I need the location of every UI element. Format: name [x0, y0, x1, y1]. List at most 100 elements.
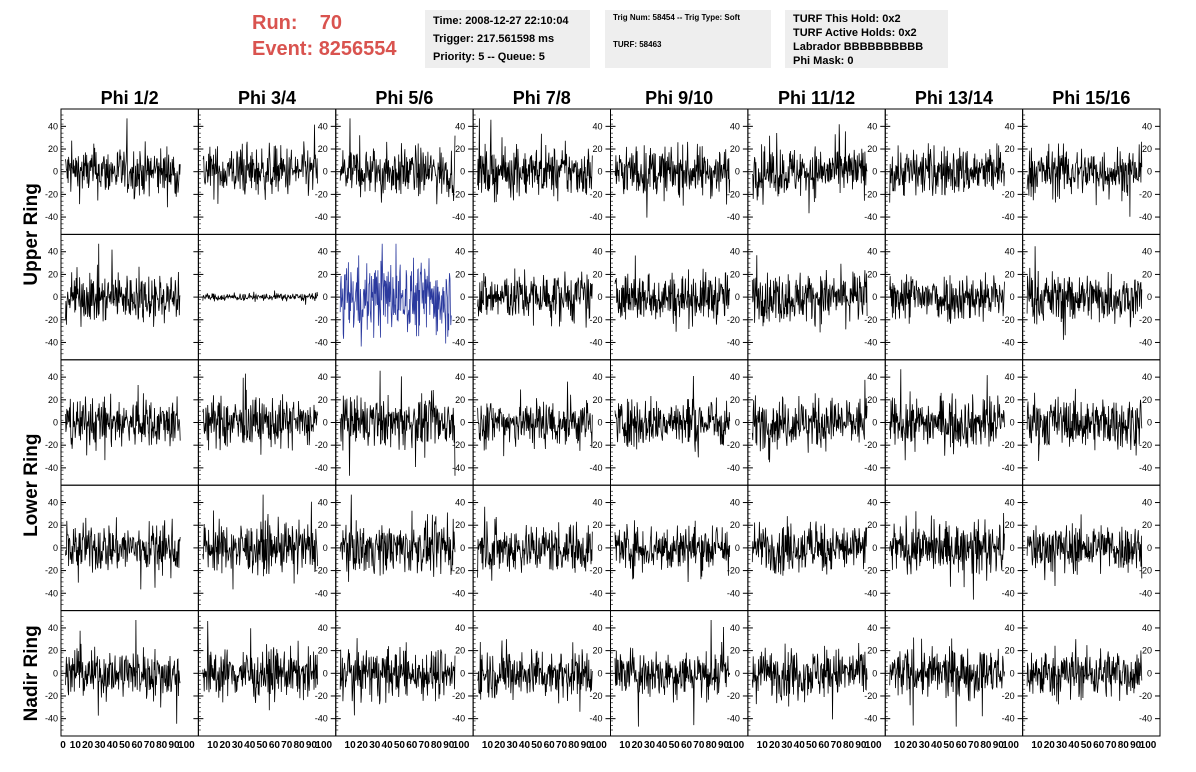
ytick-label: -20	[45, 691, 58, 701]
ytick-label: -20	[864, 691, 877, 701]
ytick-label: 20	[318, 144, 328, 154]
waveform-panel: -40 -20 0 20 40	[197, 484, 337, 612]
xtick-label: 50	[531, 740, 543, 751]
ytick-label: 20	[48, 646, 58, 656]
ytick-label: 0	[597, 292, 602, 302]
ytick-label: 0	[1010, 668, 1015, 678]
xtick-label: 80	[294, 740, 306, 751]
ytick-label: -40	[452, 588, 465, 598]
waveform-trace	[339, 118, 456, 205]
ytick-label: -40	[727, 588, 740, 598]
turf-hold-line: TURF This Hold: 0x2	[793, 13, 901, 25]
waveform-trace	[477, 381, 593, 457]
waveform-trace	[751, 516, 868, 576]
ytick-label: 20	[867, 395, 877, 405]
ytick-label: -20	[452, 189, 465, 199]
ytick-label: 0	[323, 292, 328, 302]
column-header: Phi 1/2	[101, 88, 159, 108]
waveform-trace	[339, 370, 456, 476]
ytick-label: 40	[867, 247, 877, 257]
xtick-label: 20	[1044, 740, 1056, 751]
xtick-label: 0	[60, 740, 66, 751]
waveform-panel: -40 -20 0 20 40	[747, 610, 886, 737]
ytick-label: 40	[318, 498, 328, 508]
ytick-label: 40	[730, 372, 740, 382]
xtick-label: 40	[794, 740, 806, 751]
ytick-label: 40	[455, 247, 465, 257]
waveform-panel: -40 -20 0 20 40	[884, 484, 1024, 612]
ytick-label: 20	[318, 520, 328, 530]
waveform-panel: -40 -20 0 20 40	[884, 233, 1024, 361]
waveform-trace	[477, 506, 593, 581]
xtick-label: 20	[906, 740, 918, 751]
column-header: Phi 15/16	[1052, 88, 1130, 108]
turf-active-line: TURF Active Holds: 0x2	[793, 27, 917, 39]
ytick-label: -40	[1139, 588, 1152, 598]
ytick-label: -20	[1139, 691, 1152, 701]
ytick-label: 0	[460, 292, 465, 302]
waveform-trace	[889, 511, 1005, 600]
waveform-panel: -40 -20 0 20 40	[45, 108, 199, 235]
waveform-panel: -40 -20 0 20 40	[610, 610, 749, 737]
ytick-label: 40	[592, 372, 602, 382]
ytick-label: -20	[315, 691, 328, 701]
ytick-label: 20	[867, 144, 877, 154]
ytick-label: -40	[1002, 337, 1015, 347]
ytick-label: 40	[48, 121, 58, 131]
ytick-label: 20	[730, 269, 740, 279]
ytick-label: -20	[45, 315, 58, 325]
ytick-label: -40	[727, 337, 740, 347]
ytick-label: -40	[864, 337, 877, 347]
ytick-label: 20	[455, 520, 465, 530]
ytick-label: -20	[45, 440, 58, 450]
waveform-trace	[65, 243, 181, 327]
ytick-label: -40	[315, 337, 328, 347]
ytick-label: -40	[589, 714, 602, 724]
ytick-label: 20	[1142, 520, 1152, 530]
waveform-trace	[65, 118, 181, 208]
ytick-label: 20	[730, 646, 740, 656]
ytick-label: 20	[730, 520, 740, 530]
xtick-label: 20	[494, 740, 506, 751]
ytick-label: -40	[1002, 463, 1015, 473]
xtick-label: 30	[232, 740, 244, 751]
ytick-label: 0	[53, 167, 58, 177]
xtick-label: 70	[693, 740, 705, 751]
ytick-label: 20	[318, 269, 328, 279]
ytick-label: -40	[1002, 212, 1015, 222]
ytick-label: -20	[1139, 566, 1152, 576]
ytick-label: 20	[455, 269, 465, 279]
ytick-label: 40	[318, 247, 328, 257]
waveform-trace	[1026, 388, 1143, 462]
xtick-label: 20	[219, 740, 231, 751]
waveform-panel: -40 -20 0 20 40	[1022, 359, 1161, 486]
ytick-label: 0	[735, 167, 740, 177]
ytick-label: -20	[452, 315, 465, 325]
ytick-label: 0	[460, 668, 465, 678]
waveform-trace	[65, 517, 181, 590]
xtick-label: 20	[82, 740, 94, 751]
ytick-label: -40	[1139, 337, 1152, 347]
ytick-label: 20	[455, 395, 465, 405]
waveform-trace	[614, 255, 731, 332]
ytick-label: -20	[45, 189, 58, 199]
xtick-label: 30	[919, 740, 931, 751]
xtick-label: 90	[443, 740, 455, 751]
ytick-label: 0	[735, 543, 740, 553]
ytick-label: -20	[589, 440, 602, 450]
ytick-label: 0	[872, 418, 877, 428]
xtick-label: 50	[1081, 740, 1093, 751]
xtick-label: 80	[843, 740, 855, 751]
ytick-label: 40	[592, 247, 602, 257]
waveform-panel: -40 -20 0 20 40	[45, 359, 199, 486]
waveform-trace	[1026, 246, 1143, 340]
ytick-label: 20	[592, 646, 602, 656]
ytick-label: 0	[53, 418, 58, 428]
ytick-label: -40	[315, 588, 328, 598]
ytick-label: -20	[727, 566, 740, 576]
ytick-label: -20	[1002, 566, 1015, 576]
waveform-panel: -40 -20 0 20 40	[884, 108, 1024, 235]
ytick-label: -40	[45, 714, 58, 724]
waveform-trace	[202, 290, 318, 305]
